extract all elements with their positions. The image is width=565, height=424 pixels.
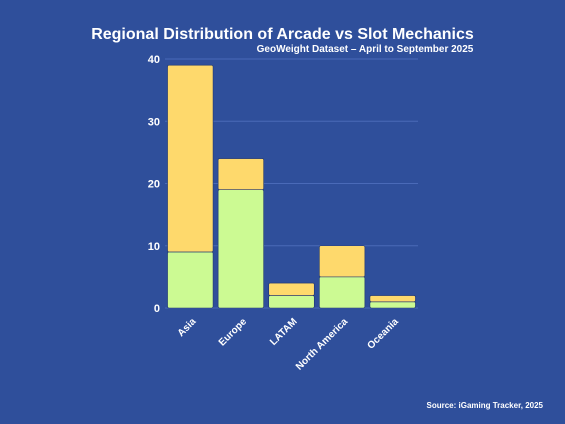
y-tick-label: 40 [148, 54, 160, 66]
source-note: Source: iGaming Tracker, 2025 [426, 401, 543, 410]
y-tick-label: 10 [148, 241, 160, 253]
bar-segment-1 [217, 189, 264, 309]
x-tick-label: Oceania [366, 316, 402, 352]
bar-segment-2 [217, 158, 264, 191]
bar-segment-2 [369, 295, 416, 303]
bar-segment-1 [167, 251, 214, 309]
x-tick-label: Europe [217, 316, 249, 348]
bar-segment-1 [319, 276, 366, 309]
chart-subtitle: GeoWeight Dataset – April to September 2… [256, 44, 474, 55]
chart-title: Regional Distribution of Arcade vs Slot … [91, 26, 474, 43]
bar-segment-2 [268, 282, 315, 296]
bar-segment-2 [167, 64, 214, 253]
bar-segment-1 [268, 295, 315, 309]
y-tick-label: 30 [148, 116, 160, 128]
y-tick-label: 20 [148, 179, 160, 191]
bar-segment-1 [369, 301, 416, 309]
x-tick-label: LATAM [268, 316, 299, 347]
y-tick-label: 0 [154, 303, 160, 315]
x-tick-label: Asia [176, 316, 199, 339]
x-tick-label: North America [294, 316, 351, 373]
bar-segment-2 [319, 245, 366, 278]
